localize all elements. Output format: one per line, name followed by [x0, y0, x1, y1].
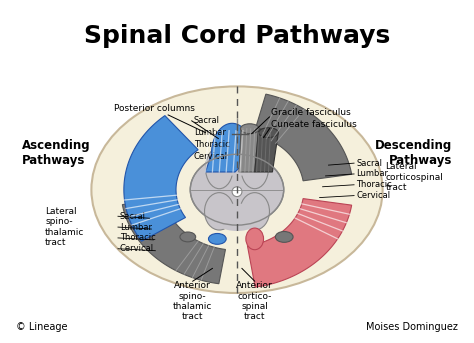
Text: Thoracic: Thoracic	[356, 180, 392, 189]
Ellipse shape	[259, 128, 278, 138]
Polygon shape	[239, 129, 259, 172]
Ellipse shape	[206, 147, 233, 189]
Text: Spinal Cord Pathways: Spinal Cord Pathways	[84, 24, 390, 48]
Polygon shape	[206, 123, 253, 172]
Text: Posterior columns: Posterior columns	[114, 104, 195, 113]
Ellipse shape	[180, 232, 196, 242]
Text: Lumbar: Lumbar	[120, 223, 152, 232]
Text: Cervical: Cervical	[120, 244, 154, 253]
Text: Cervical: Cervical	[356, 191, 390, 200]
Text: Thoracic: Thoracic	[194, 140, 229, 149]
Text: Anterior
spino-
thalamic
tract: Anterior spino- thalamic tract	[173, 281, 212, 321]
Polygon shape	[122, 199, 226, 284]
Text: Lateral
spino-
thalamic
tract: Lateral spino- thalamic tract	[45, 207, 84, 247]
Text: Sacral: Sacral	[194, 116, 220, 125]
Text: Sacral: Sacral	[356, 159, 382, 168]
Text: Lumbar: Lumbar	[194, 128, 226, 137]
Ellipse shape	[246, 228, 264, 250]
Polygon shape	[255, 129, 278, 172]
Text: Sacral: Sacral	[120, 212, 146, 221]
Ellipse shape	[275, 232, 293, 243]
Ellipse shape	[205, 193, 234, 230]
Circle shape	[232, 187, 242, 197]
Text: Anterior
cortico-
spinal
tract: Anterior cortico- spinal tract	[237, 281, 273, 321]
Ellipse shape	[190, 154, 284, 225]
Ellipse shape	[240, 124, 259, 134]
Text: Lateral
corticospinal
tract: Lateral corticospinal tract	[385, 162, 444, 192]
Text: Moises Dominguez: Moises Dominguez	[366, 322, 458, 332]
Text: Cuneate fasciculus: Cuneate fasciculus	[272, 120, 357, 129]
Text: Descending
Pathways: Descending Pathways	[375, 139, 453, 167]
Text: Lumbar: Lumbar	[356, 169, 388, 178]
Text: Cervical: Cervical	[194, 152, 228, 161]
Text: © Lineage: © Lineage	[16, 322, 67, 332]
Polygon shape	[254, 94, 352, 181]
Text: Thoracic: Thoracic	[120, 233, 155, 243]
Ellipse shape	[240, 193, 269, 230]
Ellipse shape	[212, 203, 262, 231]
Polygon shape	[124, 116, 198, 241]
Text: Ascending
Pathways: Ascending Pathways	[21, 139, 90, 167]
Polygon shape	[247, 199, 352, 287]
Text: Gracile fasciculus: Gracile fasciculus	[272, 108, 351, 117]
Ellipse shape	[241, 147, 268, 189]
Ellipse shape	[212, 149, 262, 176]
Ellipse shape	[209, 234, 226, 244]
Ellipse shape	[91, 86, 383, 293]
